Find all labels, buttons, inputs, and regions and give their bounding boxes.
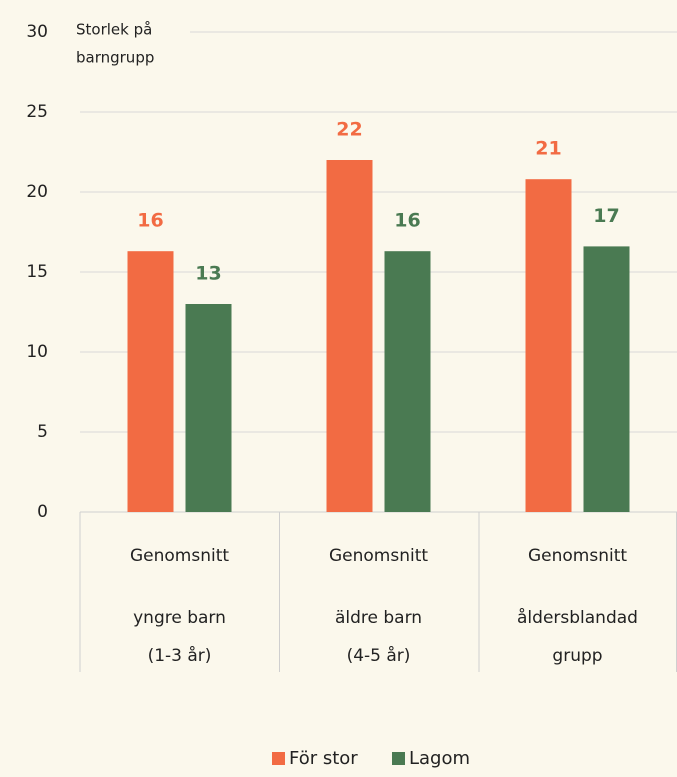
x-tick-label: grupp [552,646,602,666]
bar [384,251,431,512]
y-tick-label: 25 [26,102,48,122]
x-tick-label: (1-3 år) [148,645,212,666]
value-label: 21 [535,138,561,160]
x-tick-label: Genomsnitt [528,546,627,566]
bar [583,246,630,512]
y-tick-label: 5 [37,422,48,442]
legend-swatch [272,752,285,765]
bar [185,304,232,512]
x-tick-label: äldre barn [335,608,422,628]
x-tick-label: (4-5 år) [347,645,411,666]
legend-label: För stor [289,748,358,769]
y-tick-label: 30 [26,22,48,42]
y-tick-label: 15 [26,262,48,282]
value-label: 17 [593,205,619,227]
y-axis-label: barngrupp [76,49,154,67]
legend-swatch [392,752,405,765]
value-label: 22 [336,119,362,141]
x-tick-label: Genomsnitt [329,546,428,566]
y-tick-label: 0 [37,502,48,522]
legend-label: Lagom [409,748,470,769]
value-label: 16 [137,210,163,232]
x-tick-label: Genomsnitt [130,546,229,566]
y-tick-label: 20 [26,182,48,202]
x-tick-label: åldersblandad [517,607,638,628]
value-label: 16 [394,210,420,232]
y-tick-label: 10 [26,342,48,362]
bar [326,160,373,512]
y-axis-label: Storlek på [76,21,152,39]
bar [525,179,572,512]
x-tick-label: yngre barn [133,608,226,628]
value-label: 13 [195,263,221,285]
bar [127,251,174,512]
